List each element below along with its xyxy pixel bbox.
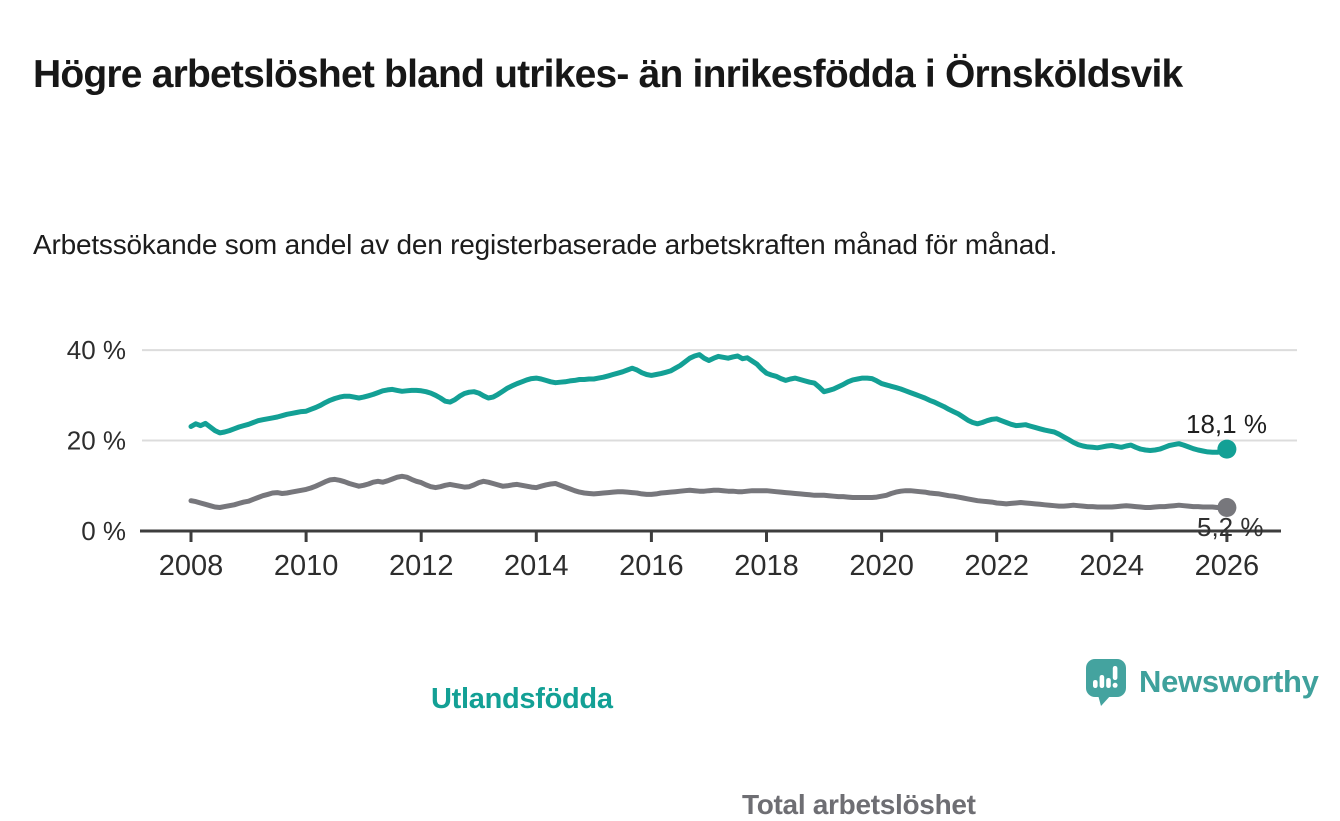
series-label-utlandsfodda: Utlandsfödda: [431, 683, 613, 715]
series-line-total-arbetsl-shet: [188, 473, 1230, 510]
end-dot-utlandsf-dda: [1217, 439, 1237, 459]
newsworthy-wordmark: Newsworthy: [1139, 664, 1319, 699]
x-tick-label: 2016: [619, 550, 684, 582]
x-tick-label: 2024: [1080, 550, 1145, 582]
end-dot-total-arbetsl-shet: [1217, 497, 1237, 517]
y-tick-label: 0 %: [81, 516, 126, 546]
x-tick-label: 2022: [964, 550, 1029, 582]
newsworthy-logo: Newsworthy: [1085, 658, 1319, 706]
x-tick-label: 2020: [849, 550, 914, 582]
x-tick-label: 2012: [389, 550, 454, 582]
chart-page: Högre arbetslöshet bland utrikes- än inr…: [0, 53, 1340, 820]
x-tick-label: 2010: [274, 550, 339, 582]
series-line-utlandsf-dda: [188, 352, 1230, 455]
unemployment-line-chart: 0 % 20 % 40 % 2008 2010 2012 2014 2016 2018 2020 2…: [0, 320, 1340, 820]
end-value-label-utlandsfodda: 18,1 %: [1186, 409, 1267, 439]
x-tick-label: 2026: [1195, 550, 1260, 582]
end-value-label-total: 5,2 %: [1197, 512, 1264, 542]
newsworthy-logo-icon: [1086, 659, 1126, 706]
y-tick-label: 40 %: [67, 335, 126, 365]
page-title: Högre arbetslöshet bland utrikes- än inr…: [33, 53, 1183, 97]
chart-canvas: 0 % 20 % 40 % 2008 2010 2012 2014 2016 2018 2020 2…: [67, 335, 1297, 582]
series-label-total-arbetsloshet: Total arbetslöshet: [742, 789, 976, 820]
page-subtitle: Arbetssökande som andel av den registerb…: [33, 229, 1058, 260]
x-tick-label: 2008: [159, 550, 224, 582]
x-tick-label: 2018: [734, 550, 799, 582]
x-tick-label: 2014: [504, 550, 569, 582]
y-tick-label: 20 %: [67, 426, 126, 456]
